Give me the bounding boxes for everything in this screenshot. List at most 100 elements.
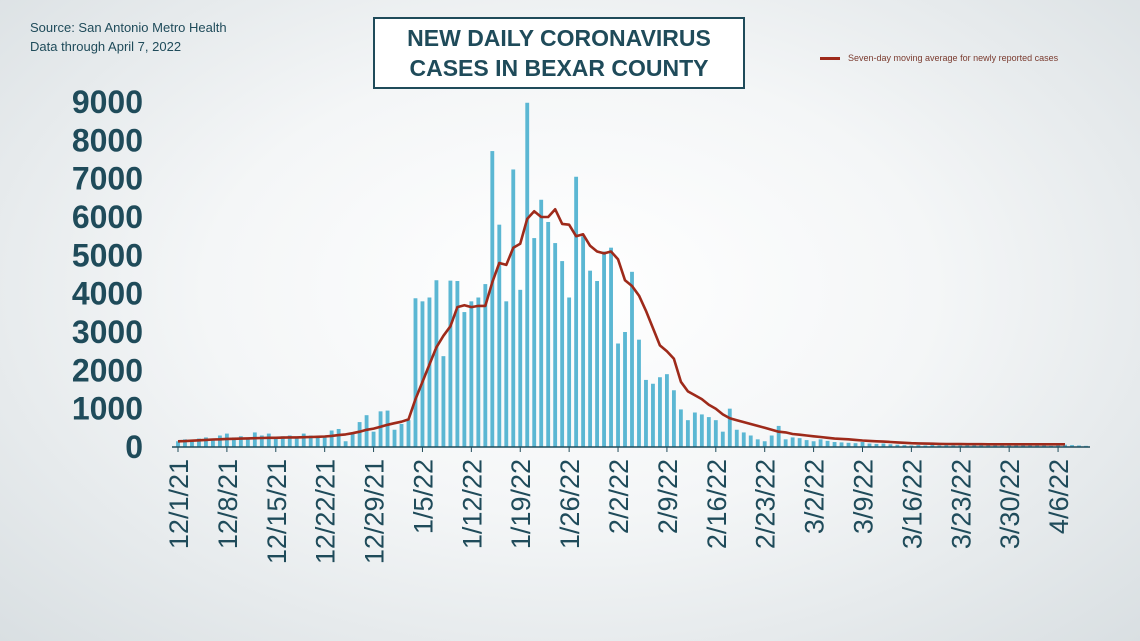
y-tick-label: 8000 <box>72 122 143 158</box>
daily-cases-bar <box>273 437 278 447</box>
daily-cases-bar <box>895 444 900 447</box>
daily-cases-bar <box>371 431 376 447</box>
daily-cases-bar <box>532 238 537 447</box>
moving-average-line <box>177 208 1065 446</box>
daily-cases-bar <box>616 343 620 447</box>
daily-cases-bar <box>322 437 327 447</box>
daily-cases-bar <box>1021 445 1026 447</box>
daily-cases-bar <box>280 436 285 447</box>
daily-cases-bar <box>651 383 655 447</box>
daily-cases-bar <box>888 444 893 447</box>
legend-label: Seven-day moving average for newly repor… <box>848 53 1059 63</box>
daily-cases-bar <box>252 432 257 447</box>
x-tick-label: 1/26/22 <box>555 459 585 549</box>
daily-cases-bar <box>1014 445 1019 447</box>
daily-cases-bar <box>671 390 676 447</box>
daily-cases-bar <box>483 284 488 447</box>
y-tick-label: 6000 <box>72 199 143 235</box>
daily-cases-bar <box>1063 444 1067 447</box>
daily-cases-bar <box>685 420 690 447</box>
y-tick-label: 1000 <box>72 391 143 427</box>
daily-cases-bar <box>595 281 599 447</box>
daily-cases-bar <box>993 445 998 447</box>
data-through-line: Data through April 7, 2022 <box>30 39 182 54</box>
daily-cases-bar <box>727 408 732 447</box>
x-tick-label: 3/2/22 <box>800 459 830 534</box>
daily-cases-bar <box>197 438 201 447</box>
daily-cases-bar <box>553 243 558 447</box>
daily-cases-bar <box>448 280 453 447</box>
daily-cases-bar <box>378 411 383 447</box>
daily-cases-bar <box>637 339 641 447</box>
daily-cases-bar <box>853 443 858 447</box>
daily-cases-bar <box>776 425 781 447</box>
daily-cases-bar <box>357 422 362 447</box>
daily-cases-bar <box>706 417 711 447</box>
daily-cases-bar <box>958 445 963 447</box>
daily-cases-bar <box>825 440 830 447</box>
x-tick-label: 2/23/22 <box>751 459 781 549</box>
daily-cases-bar <box>797 438 802 447</box>
daily-cases-bar <box>294 437 299 447</box>
daily-cases-bar <box>392 429 397 447</box>
daily-cases-bar <box>455 281 460 447</box>
source-line: Source: San Antonio Metro Health <box>30 20 227 35</box>
daily-cases-bar <box>231 437 236 447</box>
x-tick-label: 2/16/22 <box>702 459 732 549</box>
daily-cases-bar <box>902 445 907 447</box>
daily-cases-bar <box>343 441 348 447</box>
x-tick-label: 1/19/22 <box>506 459 536 549</box>
daily-cases-bar <box>846 442 851 447</box>
daily-cases-bar <box>217 435 222 447</box>
daily-cases-bar <box>1077 445 1081 447</box>
daily-cases-bar <box>413 298 418 447</box>
daily-cases-bar <box>658 377 662 447</box>
daily-cases-bar <box>609 247 613 447</box>
daily-cases-bar <box>574 176 579 447</box>
daily-cases-bar <box>713 420 718 447</box>
daily-cases-bar <box>434 280 439 447</box>
daily-cases-bar <box>420 301 425 447</box>
x-tick-label: 12/29/21 <box>360 459 390 564</box>
daily-cases-bar <box>699 414 704 447</box>
daily-cases-bar <box>930 444 935 447</box>
daily-cases-bar <box>259 435 264 447</box>
x-tick-label: 12/15/21 <box>262 459 292 564</box>
daily-cases-bar <box>748 435 753 447</box>
x-tick-label: 1/5/22 <box>408 459 438 534</box>
daily-cases-bar <box>238 436 243 447</box>
daily-cases-bar <box>1035 445 1040 447</box>
daily-cases-bar <box>441 356 446 447</box>
daily-cases-bar <box>839 442 844 447</box>
daily-cases-bar <box>909 445 914 447</box>
daily-cases-bar <box>818 439 823 447</box>
x-tick-label: 3/23/22 <box>946 459 976 549</box>
x-tick-label: 12/8/21 <box>213 459 243 549</box>
y-tick-label: 4000 <box>72 276 143 312</box>
daily-cases-bar <box>986 445 991 447</box>
daily-cases-bar <box>539 199 544 447</box>
daily-cases-bar <box>567 297 572 447</box>
daily-cases-bar <box>497 224 502 447</box>
daily-cases-bar <box>329 430 334 447</box>
daily-cases-bar <box>336 428 341 447</box>
chart-title-line-2: CASES IN BEXAR COUNTY <box>409 55 709 81</box>
daily-cases-bar <box>881 443 886 447</box>
daily-cases-bar <box>790 437 795 447</box>
daily-cases-bar <box>224 433 229 447</box>
y-tick-label: 7000 <box>72 161 143 197</box>
daily-cases-bar <box>176 441 180 447</box>
daily-cases-bar <box>476 297 481 447</box>
daily-cases-bar <box>644 379 648 447</box>
daily-cases-bar <box>678 409 683 447</box>
daily-cases-bar <box>602 251 606 447</box>
daily-cases-bar <box>951 445 956 447</box>
daily-cases-bar <box>1056 445 1060 447</box>
daily-cases-bar <box>741 432 746 447</box>
daily-cases-bar <box>518 289 523 447</box>
source-note: Source: San Antonio Metro Health Data th… <box>30 18 227 56</box>
legend-line-swatch <box>820 56 840 60</box>
daily-cases-bar <box>308 435 313 447</box>
daily-cases-bar <box>469 301 474 447</box>
